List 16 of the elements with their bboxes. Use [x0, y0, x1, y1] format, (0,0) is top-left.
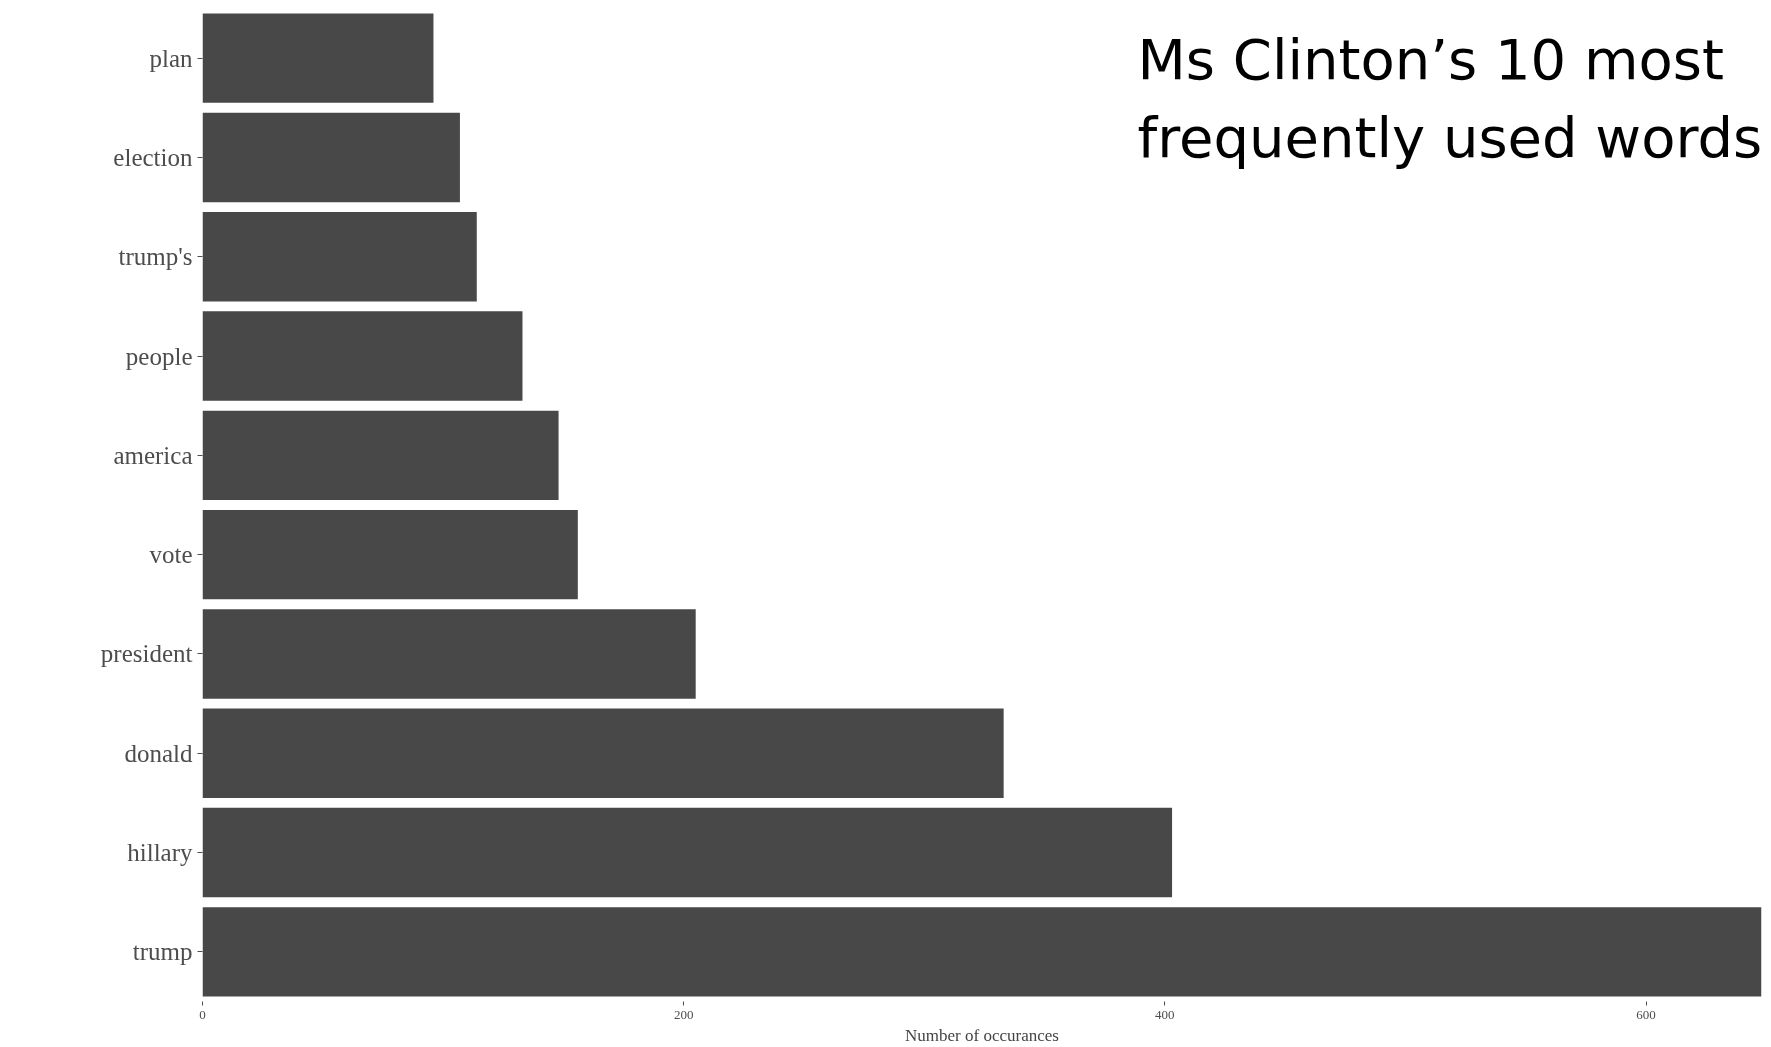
- y-tick-label: hillary: [127, 839, 193, 867]
- y-tick-label: donald: [124, 739, 193, 767]
- x-tick-label: 0: [199, 1006, 206, 1022]
- y-tick-label: america: [113, 441, 193, 469]
- y-tick-label: trump's: [118, 243, 193, 271]
- y-tick-label: election: [113, 143, 193, 171]
- x-tick-label: 400: [1155, 1006, 1175, 1022]
- x-axis-title: Number of occurances: [905, 1025, 1059, 1045]
- x-tick-label: 600: [1636, 1006, 1656, 1022]
- y-tick-label: vote: [149, 541, 193, 569]
- y-tick-label: trump: [132, 938, 193, 966]
- y-tick-label: people: [125, 342, 193, 370]
- text: Ms Clinton’s 10 most frequently used words: [1137, 26, 1763, 170]
- y-tick-label: president: [100, 640, 193, 668]
- y-tick-label: plan: [149, 44, 193, 72]
- x-tick-label: 200: [673, 1006, 694, 1022]
